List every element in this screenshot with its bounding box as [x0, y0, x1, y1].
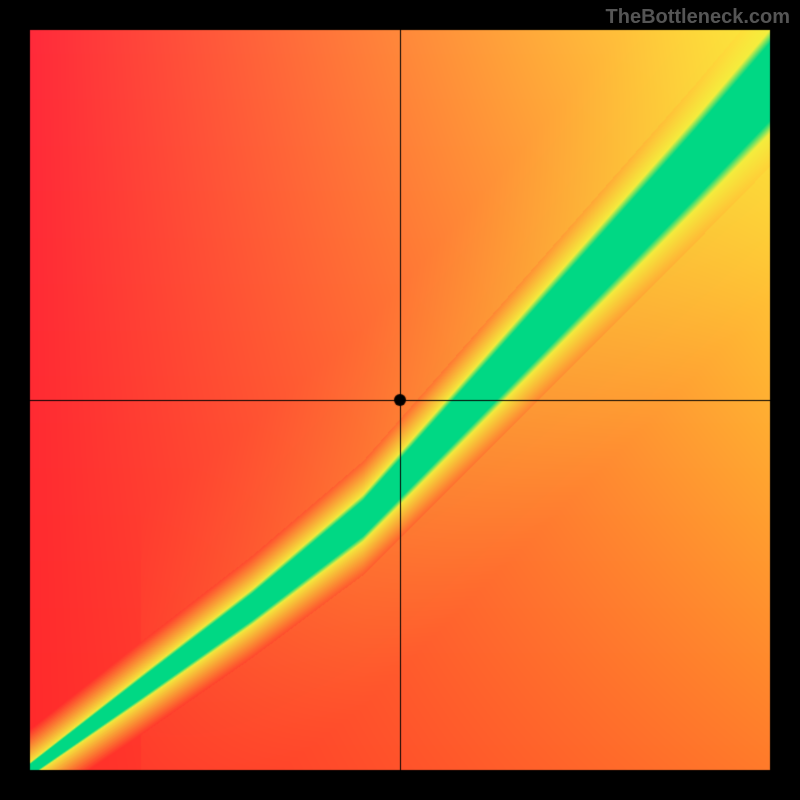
heatmap-canvas: [0, 0, 800, 800]
chart-container: TheBottleneck.com: [0, 0, 800, 800]
watermark-text: TheBottleneck.com: [606, 6, 790, 29]
